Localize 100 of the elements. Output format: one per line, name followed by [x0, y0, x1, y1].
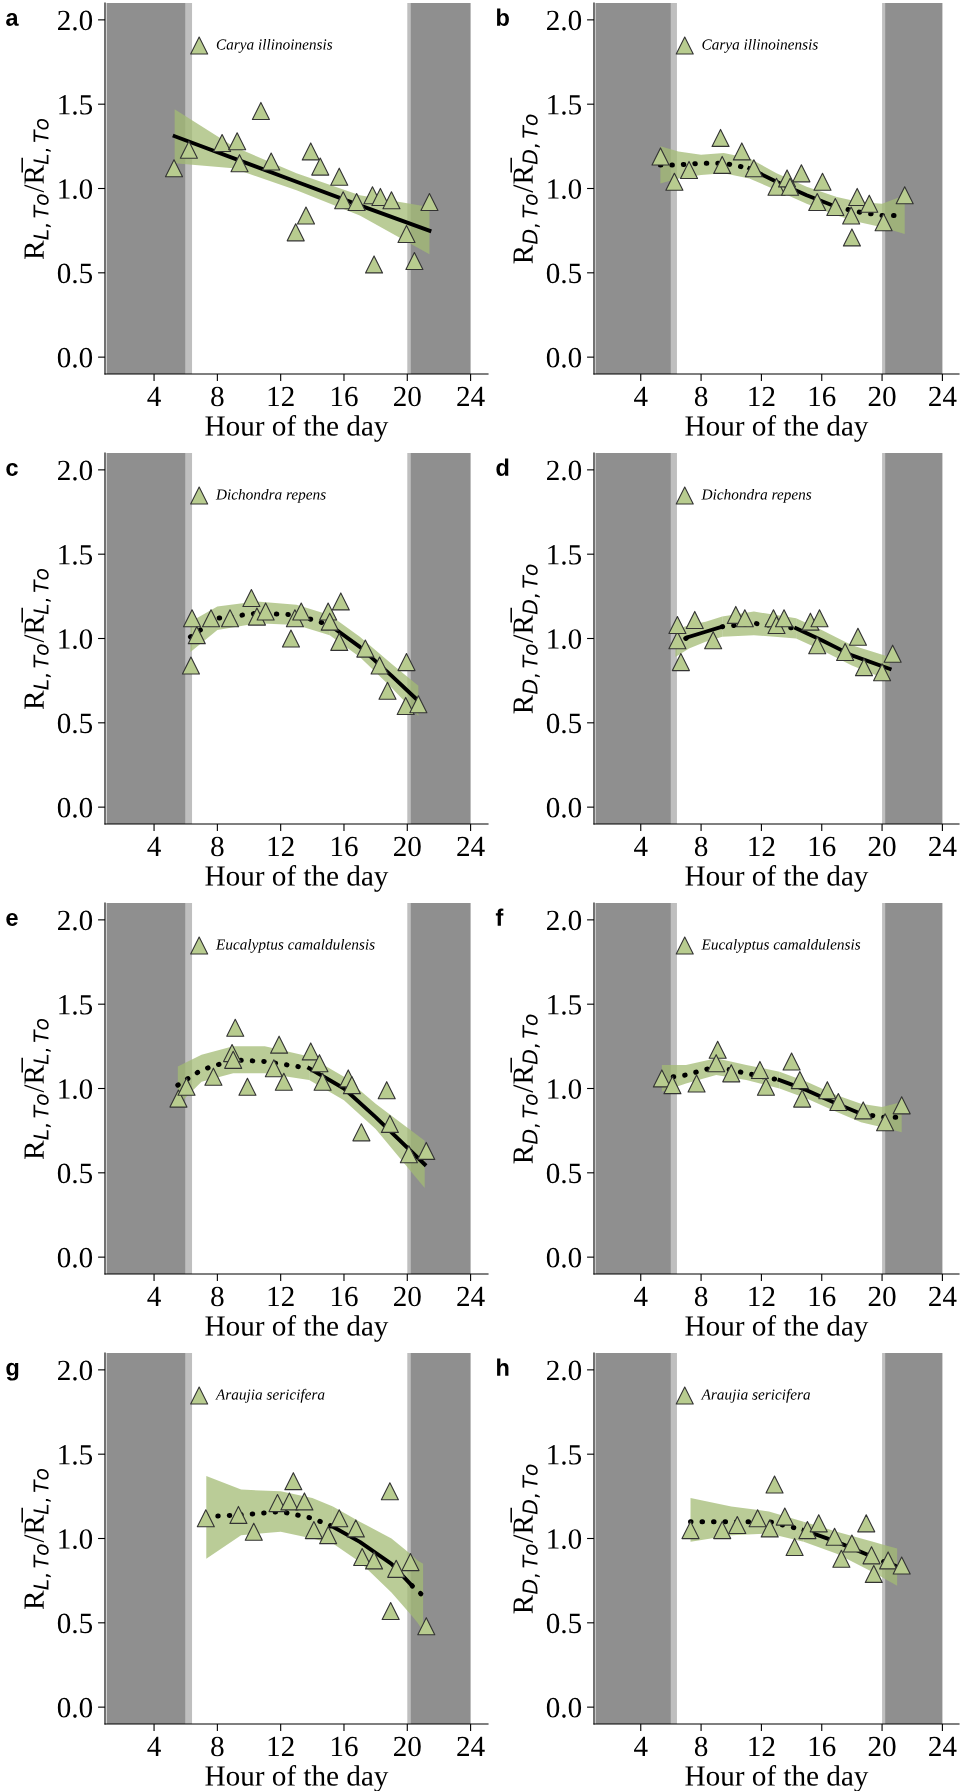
point	[818, 1081, 837, 1100]
x-tick-label: 12	[749, 836, 775, 857]
x-tick-label: 16	[331, 836, 358, 857]
x-tick-label: 24	[929, 386, 957, 407]
y-tick-label: 0.5	[57, 1163, 93, 1184]
chart-title: a	[6, 12, 19, 26]
point	[798, 1521, 817, 1540]
point	[713, 155, 732, 174]
point	[381, 1601, 400, 1621]
x-axis-title: Hour of the day	[205, 415, 389, 442]
x-axis-title: Hour of the day	[685, 1765, 869, 1791]
legend-label: Dichondra repens	[215, 488, 326, 503]
point	[857, 1514, 876, 1533]
x-tick-label: 4	[147, 836, 161, 857]
point	[181, 656, 200, 675]
point	[860, 194, 879, 213]
point	[301, 1042, 320, 1061]
x-axis-title: Hour of the day	[685, 1315, 869, 1342]
point	[292, 602, 311, 621]
point	[164, 159, 184, 178]
point	[708, 1040, 727, 1059]
point	[668, 615, 687, 635]
point	[331, 592, 350, 611]
y-axis-title: R$_{D,To}$/R̅$_{D,To}$	[510, 1014, 540, 1164]
point	[883, 644, 902, 663]
point	[397, 653, 416, 672]
point	[808, 636, 827, 655]
point	[286, 223, 305, 242]
x-tick-label: 4	[634, 386, 648, 407]
point	[280, 1492, 299, 1511]
y-tick-label: 1.5	[59, 95, 93, 115]
point	[892, 1096, 911, 1115]
point	[775, 1507, 794, 1526]
y-tick-label: 2.0	[547, 910, 582, 931]
point	[401, 1553, 420, 1572]
point	[399, 1145, 418, 1164]
x-tick-label: 12	[268, 836, 294, 857]
y-axis-title: R$_{L,To}$/R̅$_{L,To}$	[21, 568, 51, 710]
x-tick-label: 20	[868, 1736, 896, 1757]
point	[213, 133, 232, 153]
point	[781, 177, 800, 196]
x-tick-label: 24	[929, 1286, 957, 1307]
y-tick-label: 1.0	[548, 1079, 582, 1100]
point	[836, 642, 855, 662]
x-axis-title: Hour of the day	[205, 865, 389, 892]
x-tick-label: 16	[331, 1286, 358, 1307]
point	[685, 610, 704, 630]
legend-label: Carya illinoinensis	[702, 38, 818, 53]
point	[735, 609, 754, 628]
y-tick-label: 0.5	[546, 1163, 582, 1184]
x-tick-label: 8	[211, 1736, 224, 1757]
x-tick-label: 20	[393, 1286, 421, 1307]
point	[397, 224, 416, 244]
point	[810, 609, 829, 628]
point	[320, 612, 339, 631]
point	[342, 1076, 361, 1095]
point	[319, 1526, 338, 1545]
point	[378, 681, 397, 700]
x-tick-label: 12	[749, 1286, 775, 1307]
x-tick-label: 8	[211, 386, 224, 407]
point	[330, 632, 349, 651]
x-tick-label: 4	[634, 1736, 648, 1757]
y-tick-label: 1.5	[59, 545, 93, 565]
chart-title: e	[6, 912, 18, 926]
x-tick-label: 16	[809, 1286, 836, 1307]
point	[663, 1076, 682, 1095]
legend-label: Araujia sericifera	[215, 1388, 325, 1403]
point	[264, 1059, 283, 1078]
point	[748, 1509, 767, 1528]
x-tick-label: 4	[147, 386, 161, 407]
x-tick-label: 24	[929, 1736, 957, 1757]
y-tick-label: 0.5	[57, 713, 93, 734]
point	[380, 1482, 399, 1501]
point	[774, 609, 794, 628]
x-tick-label: 20	[868, 386, 896, 407]
point	[201, 609, 221, 628]
point	[790, 1071, 809, 1090]
y-tick-label: 1.5	[59, 995, 93, 1015]
x-tick-label: 8	[694, 1736, 708, 1757]
y-tick-label: 1.5	[548, 995, 582, 1015]
point	[808, 192, 827, 212]
y-tick-label: 2.0	[58, 10, 93, 31]
legend-label: Carya illinoinensis	[216, 38, 333, 53]
point	[405, 251, 424, 271]
point	[370, 656, 389, 675]
point	[732, 142, 751, 161]
y-tick-label: 1.5	[548, 95, 582, 115]
point	[862, 1546, 881, 1565]
x-tick-label: 24	[457, 1286, 485, 1307]
x-tick-label: 8	[211, 1286, 224, 1307]
point	[417, 1141, 436, 1160]
point	[864, 1564, 883, 1583]
x-tick-label: 12	[268, 1286, 294, 1307]
legend-label: Eucalyptus camaldulensis	[215, 938, 375, 953]
y-tick-label: 0.5	[57, 1613, 93, 1634]
x-tick-label: 12	[268, 1736, 294, 1757]
point	[353, 1547, 372, 1567]
point	[268, 1494, 287, 1513]
point	[848, 187, 867, 206]
y-tick-label: 0.5	[546, 263, 582, 284]
